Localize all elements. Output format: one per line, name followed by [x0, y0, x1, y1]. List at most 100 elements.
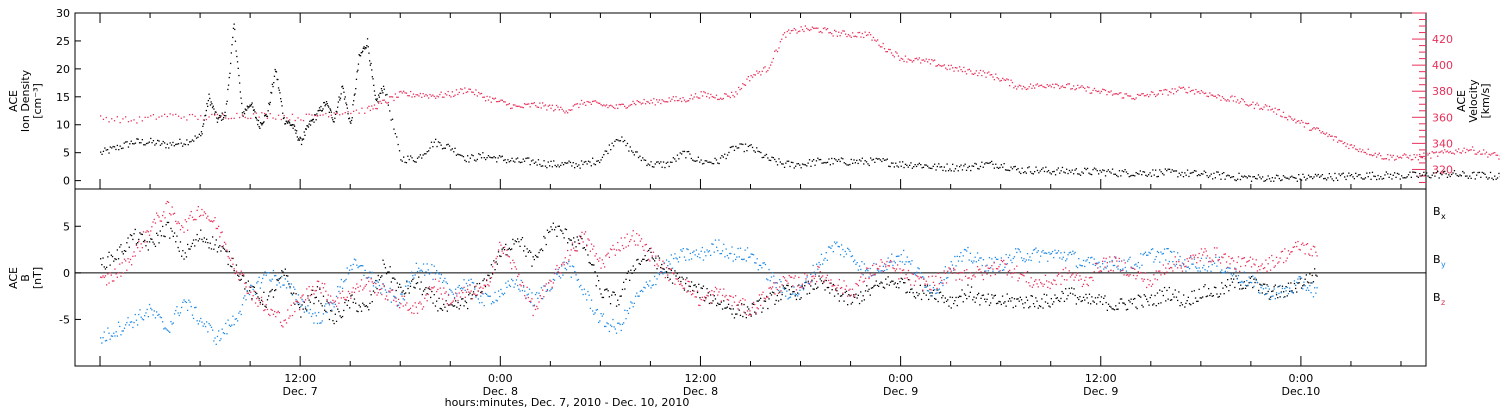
- density-point: [1016, 169, 1018, 171]
- by-point: [1071, 253, 1073, 256]
- density-point: [1441, 174, 1443, 176]
- velocity-point: [957, 70, 959, 72]
- by-point: [976, 252, 979, 254]
- density-point: [290, 124, 292, 126]
- velocity-point: [1141, 93, 1143, 95]
- bz-point: [723, 288, 725, 290]
- density-point: [925, 164, 927, 166]
- bx-point: [380, 276, 382, 278]
- bx-point: [698, 283, 700, 285]
- density-point: [363, 46, 365, 48]
- bz-point: [629, 240, 631, 243]
- velocity-point: [439, 93, 441, 96]
- density-point: [776, 164, 779, 166]
- velocity-point: [404, 92, 406, 94]
- velocity-point: [842, 30, 844, 32]
- velocity-point: [412, 93, 415, 95]
- bz-point: [169, 212, 171, 215]
- density-point: [558, 166, 560, 168]
- bx-point: [819, 278, 821, 280]
- by-point: [644, 287, 646, 289]
- velocity-point: [986, 72, 989, 74]
- density-point: [368, 52, 370, 54]
- by-point: [1175, 263, 1178, 265]
- bx-point: [537, 256, 539, 258]
- velocity-point: [593, 100, 595, 102]
- bx-point: [625, 278, 627, 280]
- density-point: [1402, 177, 1404, 179]
- bz-point: [385, 295, 388, 297]
- density-point: [364, 48, 366, 50]
- density-point: [797, 163, 800, 165]
- bx-point: [739, 314, 742, 316]
- bz-point: [416, 312, 419, 314]
- bx-point: [1205, 295, 1207, 298]
- velocity-point: [1016, 88, 1018, 90]
- density-point: [796, 163, 798, 165]
- bz-point: [599, 257, 601, 259]
- x-tick-date-2: Dec. 8: [683, 385, 718, 398]
- bz-point: [760, 304, 762, 307]
- by-point: [1029, 256, 1031, 258]
- density-point: [1328, 173, 1330, 175]
- bx-point: [401, 291, 403, 293]
- by-point: [402, 298, 404, 300]
- bz-point: [315, 289, 317, 292]
- by-point: [719, 253, 721, 255]
- bz-point: [713, 291, 715, 293]
- by-point: [545, 290, 547, 292]
- density-point: [681, 153, 683, 155]
- density-point: [1182, 176, 1185, 178]
- density-point: [946, 163, 948, 165]
- bx-point: [1235, 275, 1237, 277]
- density-point: [1448, 174, 1450, 176]
- velocity-point: [952, 67, 954, 69]
- by-point: [310, 315, 313, 318]
- bx-point: [587, 254, 589, 256]
- velocity-point: [547, 105, 549, 107]
- density-point: [1453, 170, 1456, 172]
- bx-point: [1125, 309, 1128, 311]
- density-point: [604, 150, 606, 152]
- bx-point: [931, 292, 933, 294]
- density-point: [1401, 175, 1403, 177]
- by-point: [1136, 265, 1138, 267]
- by-point: [1146, 254, 1148, 256]
- bx-point: [198, 238, 201, 240]
- density-point: [112, 145, 114, 148]
- density-point: [231, 44, 233, 46]
- density-point: [576, 165, 579, 167]
- by-point: [939, 281, 942, 284]
- by-point: [937, 289, 939, 291]
- density-point: [426, 151, 428, 153]
- by-point: [1155, 256, 1157, 258]
- density-point: [362, 50, 364, 52]
- by-point: [505, 282, 507, 284]
- bz-point: [663, 262, 665, 265]
- bx-point: [677, 277, 680, 280]
- by-point: [208, 322, 210, 325]
- bx-point: [1036, 300, 1038, 302]
- bz-point: [571, 242, 574, 244]
- velocity-point: [177, 115, 180, 117]
- bx-point: [117, 258, 120, 260]
- velocity-point: [781, 38, 783, 40]
- density-point: [1382, 177, 1385, 180]
- velocity-point: [738, 86, 740, 89]
- density-point: [936, 165, 938, 168]
- density-point: [1071, 169, 1073, 171]
- density-point: [1337, 179, 1339, 181]
- density-point: [970, 169, 972, 172]
- bz-point: [389, 291, 391, 293]
- bx-point: [649, 248, 651, 250]
- density-point: [1480, 176, 1482, 178]
- bx-point: [1035, 297, 1037, 299]
- velocity-point: [1110, 90, 1112, 92]
- density-point: [843, 162, 845, 164]
- by-point: [615, 332, 618, 334]
- density-point: [225, 103, 228, 105]
- velocity-point: [1170, 91, 1172, 94]
- velocity-point: [763, 67, 765, 69]
- by-point: [807, 282, 809, 284]
- by-point: [1003, 269, 1005, 271]
